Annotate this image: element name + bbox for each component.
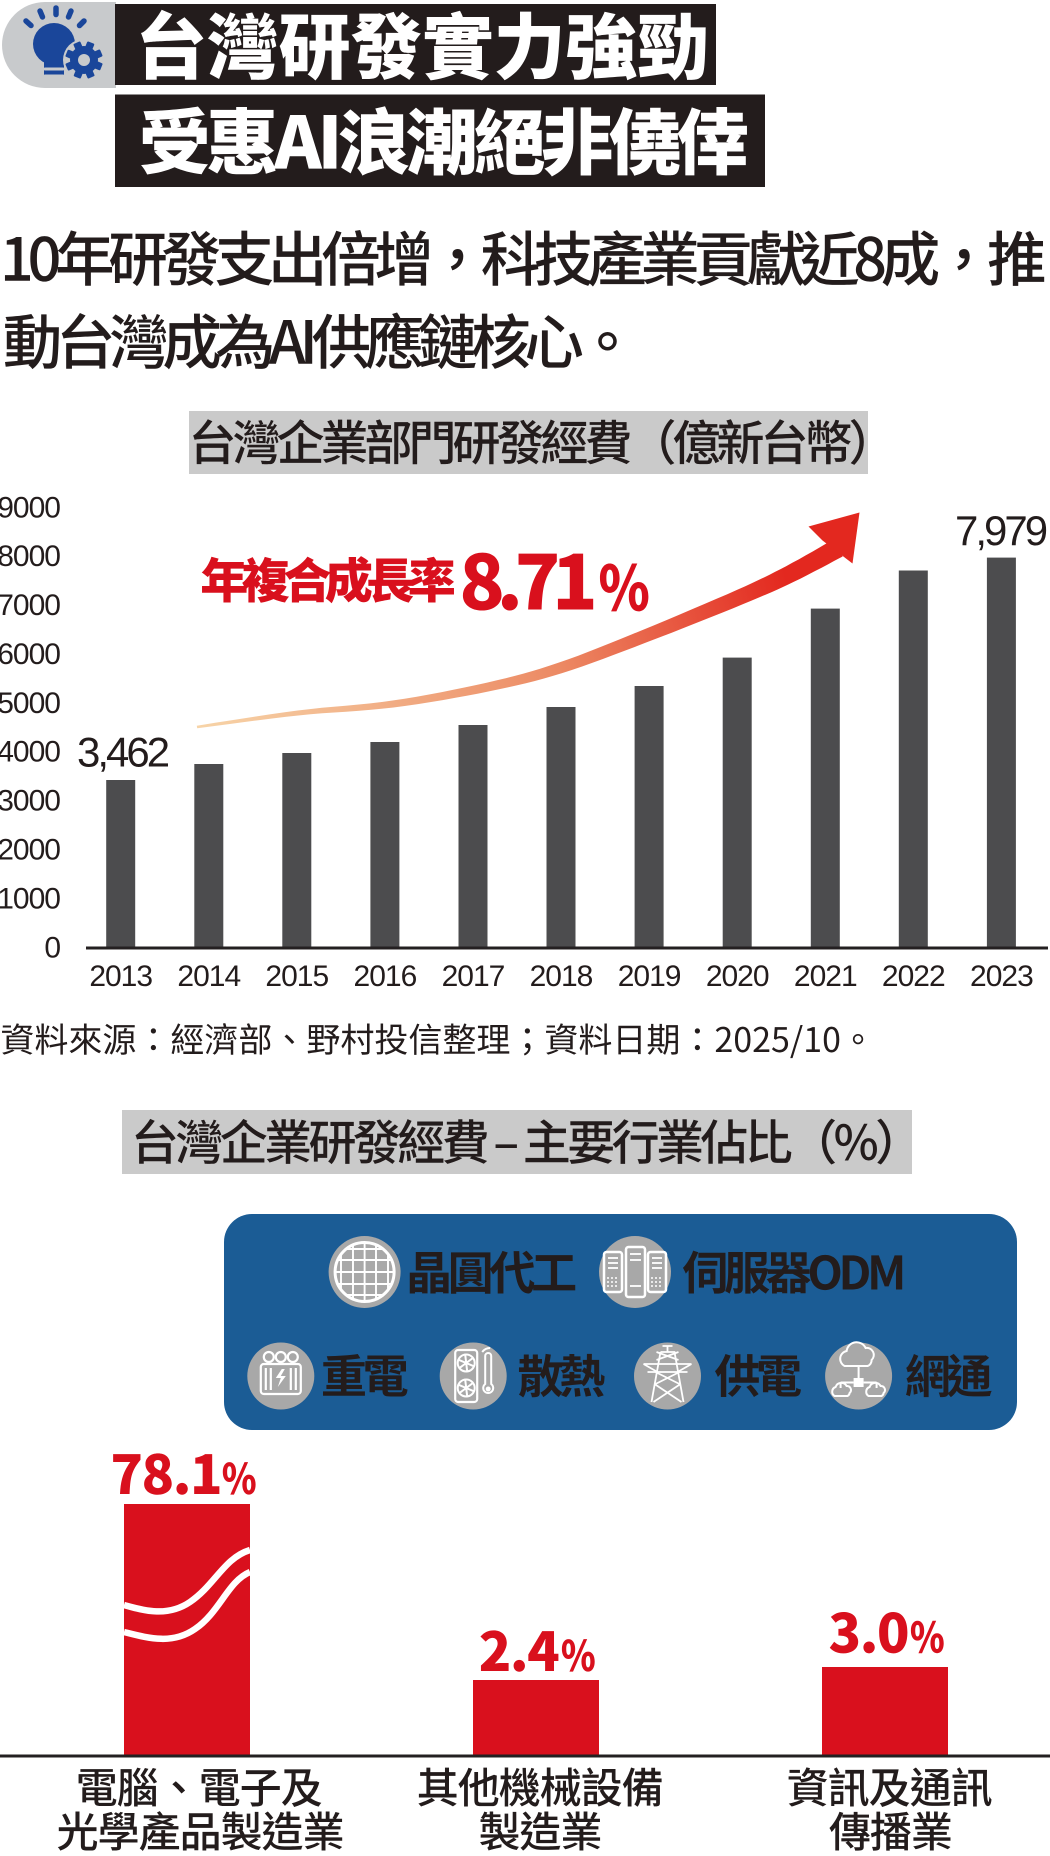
svg-text:2021: 2021 bbox=[794, 960, 857, 993]
svg-text:2016: 2016 bbox=[354, 960, 417, 993]
svg-text:2000: 2000 bbox=[0, 834, 60, 867]
svg-text:5000: 5000 bbox=[0, 687, 60, 720]
svg-text:2022: 2022 bbox=[882, 960, 945, 993]
svg-text:2013: 2013 bbox=[89, 960, 152, 993]
svg-text:2020: 2020 bbox=[706, 960, 769, 993]
svg-text:2023: 2023 bbox=[970, 960, 1033, 993]
svg-text:7,979: 7,979 bbox=[955, 507, 1047, 554]
svg-text:2018: 2018 bbox=[530, 960, 593, 993]
svg-text:6000: 6000 bbox=[0, 638, 60, 671]
svg-text:2015: 2015 bbox=[265, 960, 328, 993]
svg-text:4000: 4000 bbox=[0, 736, 60, 769]
svg-text:2019: 2019 bbox=[618, 960, 681, 993]
svg-text:8000: 8000 bbox=[0, 540, 60, 573]
svg-text:0: 0 bbox=[44, 931, 60, 964]
svg-text:3,462: 3,462 bbox=[77, 729, 169, 776]
svg-text:1000: 1000 bbox=[0, 882, 60, 915]
svg-text:7000: 7000 bbox=[0, 589, 60, 622]
svg-text:2017: 2017 bbox=[442, 960, 505, 993]
svg-text:9000: 9000 bbox=[0, 491, 60, 524]
svg-text:3000: 3000 bbox=[0, 785, 60, 818]
svg-text:2014: 2014 bbox=[177, 960, 240, 993]
